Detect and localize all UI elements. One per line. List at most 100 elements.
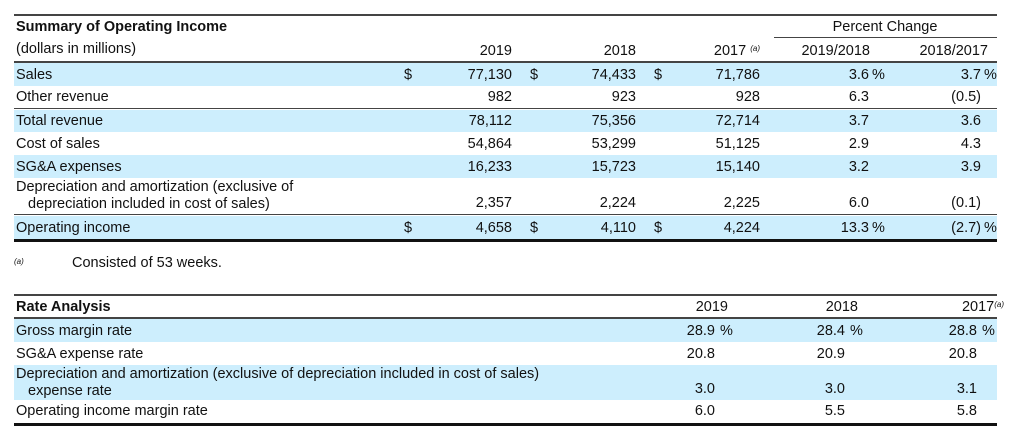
row-label: SG&A expenses <box>16 159 122 175</box>
dollar-sign: $ <box>654 67 663 83</box>
percent-change-value: 4.3 <box>960 136 981 152</box>
rate-value: 20.8 <box>948 346 977 362</box>
dollar-sign: $ <box>404 67 413 83</box>
percent-change-value: 13.3 <box>840 220 869 236</box>
col-header-2017: 2017 (a) <box>714 43 760 59</box>
row-label: Total revenue <box>16 113 104 129</box>
col-header-2018: 2018 <box>603 43 636 59</box>
rate-header-rule <box>14 317 997 319</box>
rate-value: 28.8 <box>948 323 977 339</box>
percent-change-value: 6.3 <box>848 89 869 105</box>
cell-value: 2,225 <box>723 195 760 211</box>
cell-value: 4,110 <box>600 220 636 236</box>
row-label-continued: depreciation included in cost of sales) <box>28 196 270 212</box>
table-row: Depreciation and amortization (exclusive… <box>14 365 997 400</box>
summary-subtitle: (dollars in millions) <box>16 41 137 57</box>
header-rule <box>14 61 997 63</box>
row-label: SG&A expense rate <box>16 346 144 362</box>
percent-unit: % <box>850 323 863 339</box>
row-label: Operating income <box>16 220 131 236</box>
table-row: Gross margin rate 28.9% 28.4% 28.8% <box>14 319 997 342</box>
rate-value: 5.8 <box>956 403 977 419</box>
summary-title: Summary of Operating Income <box>16 19 228 35</box>
row-label: Depreciation and amortization (exclusive… <box>16 179 294 195</box>
cell-value: 75,356 <box>591 113 636 129</box>
table-row: Sales $ $ $77,130 74,433 71,786 3.6% 3.7% <box>14 63 997 86</box>
cell-value: 923 <box>611 89 636 105</box>
footnote-marker: (a) <box>750 44 760 53</box>
percent-change-value: 3.7 <box>960 67 981 83</box>
cell-value: 77,130 <box>467 67 512 83</box>
rate-value: 5.5 <box>824 403 845 419</box>
rate-value: 28.4 <box>816 323 845 339</box>
table-row: SG&A expenses 16,233 15,723 15,140 3.2 3.9 <box>14 155 997 178</box>
percent-unit: % <box>984 220 997 236</box>
row-label: Sales <box>16 67 53 83</box>
table-row: Total revenue 78,112 75,356 72,714 3.7 3.6 <box>14 110 997 132</box>
rate-table-top-rule <box>14 294 997 296</box>
cell-value: 928 <box>735 89 760 105</box>
rate-value: 3.0 <box>824 381 845 397</box>
rate-value: 28.9 <box>686 323 715 339</box>
dollar-sign: $ <box>530 220 539 236</box>
rate-col-header-2018: 2018 <box>825 299 858 315</box>
percent-change-rule <box>774 37 997 38</box>
rate-col-header-2017: 2017(a) <box>962 299 1004 315</box>
rate-col-header-2017-text: 2017 <box>961 299 995 315</box>
cell-value: 51,125 <box>715 136 760 152</box>
rate-value: 3.0 <box>694 381 715 397</box>
footnote-marker: (a) <box>14 257 24 266</box>
percent-change-value: 3.6 <box>848 67 869 83</box>
percent-change-value: 3.9 <box>960 159 981 175</box>
rate-value: 6.0 <box>694 403 715 419</box>
col-header-2019-2018: 2019/2018 <box>801 43 870 59</box>
percent-unit: % <box>984 67 997 83</box>
col-header-2017-text: 2017 <box>713 43 747 59</box>
row-label-continued: expense rate <box>28 383 112 399</box>
row-label: Gross margin rate <box>16 323 133 339</box>
table-row: Other revenue 982 923 928 6.3 (0.5) <box>14 86 997 108</box>
cell-value: 72,714 <box>715 113 760 129</box>
percent-change-value: 2.9 <box>848 136 869 152</box>
col-header-2019: 2019 <box>479 43 512 59</box>
dollar-sign: $ <box>530 67 539 83</box>
cell-value: 53,299 <box>591 136 636 152</box>
rate-value: 3.1 <box>956 381 977 397</box>
table-row: SG&A expense rate 20.8 20.9 20.8 <box>14 342 997 365</box>
cell-value: 4,658 <box>475 220 512 236</box>
percent-unit: % <box>872 67 885 83</box>
row-divider <box>14 108 997 109</box>
rate-value: 20.8 <box>686 346 715 362</box>
percent-change-value: (2.7) <box>951 220 981 236</box>
percent-unit: % <box>720 323 733 339</box>
percent-change-value: 3.6 <box>960 113 981 129</box>
row-label: Other revenue <box>16 89 109 105</box>
row-divider <box>14 214 997 215</box>
table-row: Operating income margin rate 6.0 5.5 5.8 <box>14 400 997 422</box>
percent-change-value: (0.5) <box>951 89 981 105</box>
table-bottom-rule <box>14 239 997 242</box>
percent-change-label: Percent Change <box>832 19 938 35</box>
table-top-rule <box>14 14 997 16</box>
percent-change-value: 3.2 <box>848 159 869 175</box>
percent-unit: % <box>872 220 885 236</box>
table-row: Cost of sales 54,864 53,299 51,125 2.9 4.3 <box>14 132 997 155</box>
cell-value: 71,786 <box>715 67 760 83</box>
percent-unit: % <box>982 323 995 339</box>
table-row: Depreciation and amortization (exclusive… <box>14 178 997 214</box>
rate-table-bottom-rule <box>14 423 997 426</box>
percent-change-value: (0.1) <box>951 195 981 211</box>
cell-value: 982 <box>487 89 512 105</box>
dollar-sign: $ <box>404 220 413 236</box>
cell-value: 54,864 <box>467 136 512 152</box>
cell-value: 2,357 <box>475 195 512 211</box>
cell-value: 4,224 <box>723 220 760 236</box>
cell-value: 2,224 <box>599 195 636 211</box>
footnote-marker: (a) <box>994 300 1004 309</box>
cell-value: 15,140 <box>715 159 760 175</box>
rate-col-header-2019: 2019 <box>695 299 728 315</box>
row-label: Cost of sales <box>16 136 100 152</box>
percent-change-value: 6.0 <box>848 195 869 211</box>
cell-value: 16,233 <box>467 159 512 175</box>
table-row: Operating income $ $ $4,658 4,110 4,224 13.3%(… <box>14 216 997 239</box>
